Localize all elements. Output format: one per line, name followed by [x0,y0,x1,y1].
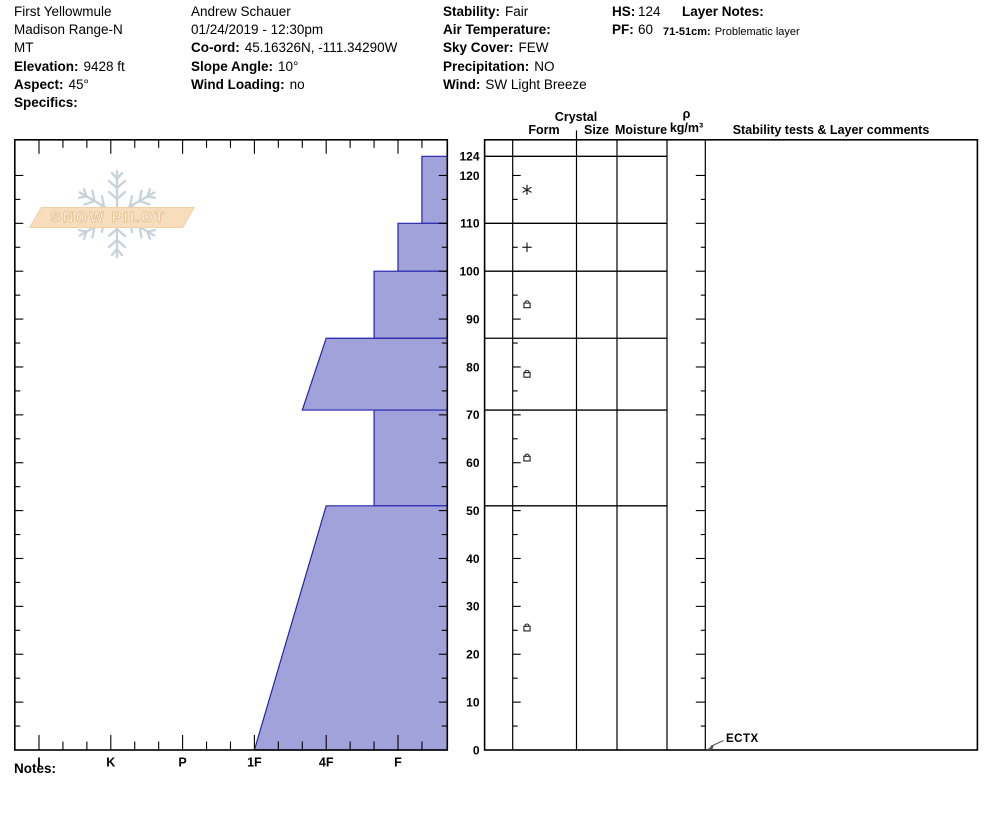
stability-test-result-label: ECTX [726,733,759,745]
grain-form-icon-fcxr [523,453,531,462]
table-column-lines [512,130,706,750]
depth-axis-label: 0 [473,743,480,757]
hardness-chart-frame [14,139,449,751]
hardness-axis-label: P [178,756,186,770]
wind: Wind: SW Light Breeze [443,76,587,92]
slope-angle: Slope Angle: 10° [191,58,299,74]
hardness-bar-100-86cm [373,270,448,339]
hardness-bars [253,155,448,751]
grain-form-icon-star [522,184,532,196]
layer-notes-title: Layer Notes: [682,4,764,19]
size-column-header: Size [583,123,609,137]
grain-form-symbols [522,184,532,632]
layer-boundary-lines [484,155,667,507]
hardness-bar-110-100cm [397,222,448,272]
hardness-axis-label: F [394,756,402,770]
depth-axis-label: 10 [466,695,480,709]
density-symbol-header: ρ [682,107,691,121]
depth-axis-label: 70 [466,408,480,422]
depth-axis-label: 124 [459,150,479,164]
form-column-header: Form [528,123,560,137]
coordinates: Co-ord: 45.16326N, -111.34290W [191,40,398,56]
observation-datetime: 01/24/2019 - 12:30pm [191,22,324,38]
site-info-block: First Yellowmule Madison Range-N MT Elev… [14,3,125,112]
depth-axis-label: 40 [466,552,480,566]
layer-note-range: 71-51cm: [663,26,711,38]
air-temperature: Air Temperature: [443,22,551,38]
depth-axis-label: 110 [460,217,480,231]
site-range: Madison Range-N [14,22,123,38]
layer-note-entry: 71-51cm: Problematic layer [663,23,800,41]
ectx-arrow [706,740,724,750]
grain-form-icon-fcxr [523,623,531,632]
moisture-column-header: Moisture [614,123,668,137]
layer-table-frame [483,139,979,751]
hardness-axis-label: 1F [247,756,262,770]
depth-axis-label: 20 [466,648,480,662]
totals-block: HS: 124 PF: 60 [612,3,661,39]
hardness-bar-71-51cm [373,409,448,507]
grain-form-icon-fcxr [523,369,531,378]
site-elevation: Elevation: 9428 ft [14,58,125,74]
chart-frames [14,139,979,751]
hardness-bar-86-71cm [301,337,448,411]
hardness-bar-124-110cm [421,155,448,224]
grain-form-icon-fcxr [523,300,531,309]
depth-axis-label: 100 [459,265,479,279]
depth-axis-label: 120 [459,169,479,183]
depth-axis-label: 80 [466,360,480,374]
hardness-axis-label: I [37,756,40,770]
snowpilot-watermark: SNOW PILOT [28,165,245,267]
total-height: HS: 124 [612,4,661,19]
site-name: First Yellowmule [14,4,112,19]
depth-axis-label: 90 [466,312,480,326]
hardness-bar-51-0cm [253,505,448,751]
hardness-axis-label: K [106,756,115,770]
layer-note-text: Problematic layer [714,26,800,38]
conditions-block: Stability: Fair Air Temperature: Sky Cove… [443,3,587,94]
grain-form-icon-plus [522,242,532,253]
wind-loading: Wind Loading: no [191,76,305,92]
observer-info-block: Andrew Schauer 01/24/2019 - 12:30pm Co-o… [191,3,397,94]
site-specifics: Specifics: [14,95,78,111]
hardness-axis-labels: I K P 1F 4F F [37,756,402,770]
density-unit-header: kg/m³ [669,120,704,135]
depth-axis-label: 50 [466,504,480,518]
pit-foot: PF: 60 [612,22,654,38]
sky-cover: Sky Cover: FEW [443,40,549,56]
stability-rating: Stability: Fair [443,4,529,19]
axis-ticks [14,139,706,750]
depth-axis-label: 60 [466,456,480,470]
precipitation: Precipitation: NO [443,58,555,74]
stability-tests-header: Stability tests & Layer comments [732,123,930,137]
crystal-header: Crystal [554,110,598,124]
site-state: MT [14,40,34,56]
observer-name: Andrew Schauer [191,4,291,19]
depth-axis-label: 30 [466,600,480,614]
hardness-axis-label: 4F [319,756,334,770]
site-aspect: Aspect: 45° [14,76,89,92]
notes-label: Notes: [14,761,57,776]
